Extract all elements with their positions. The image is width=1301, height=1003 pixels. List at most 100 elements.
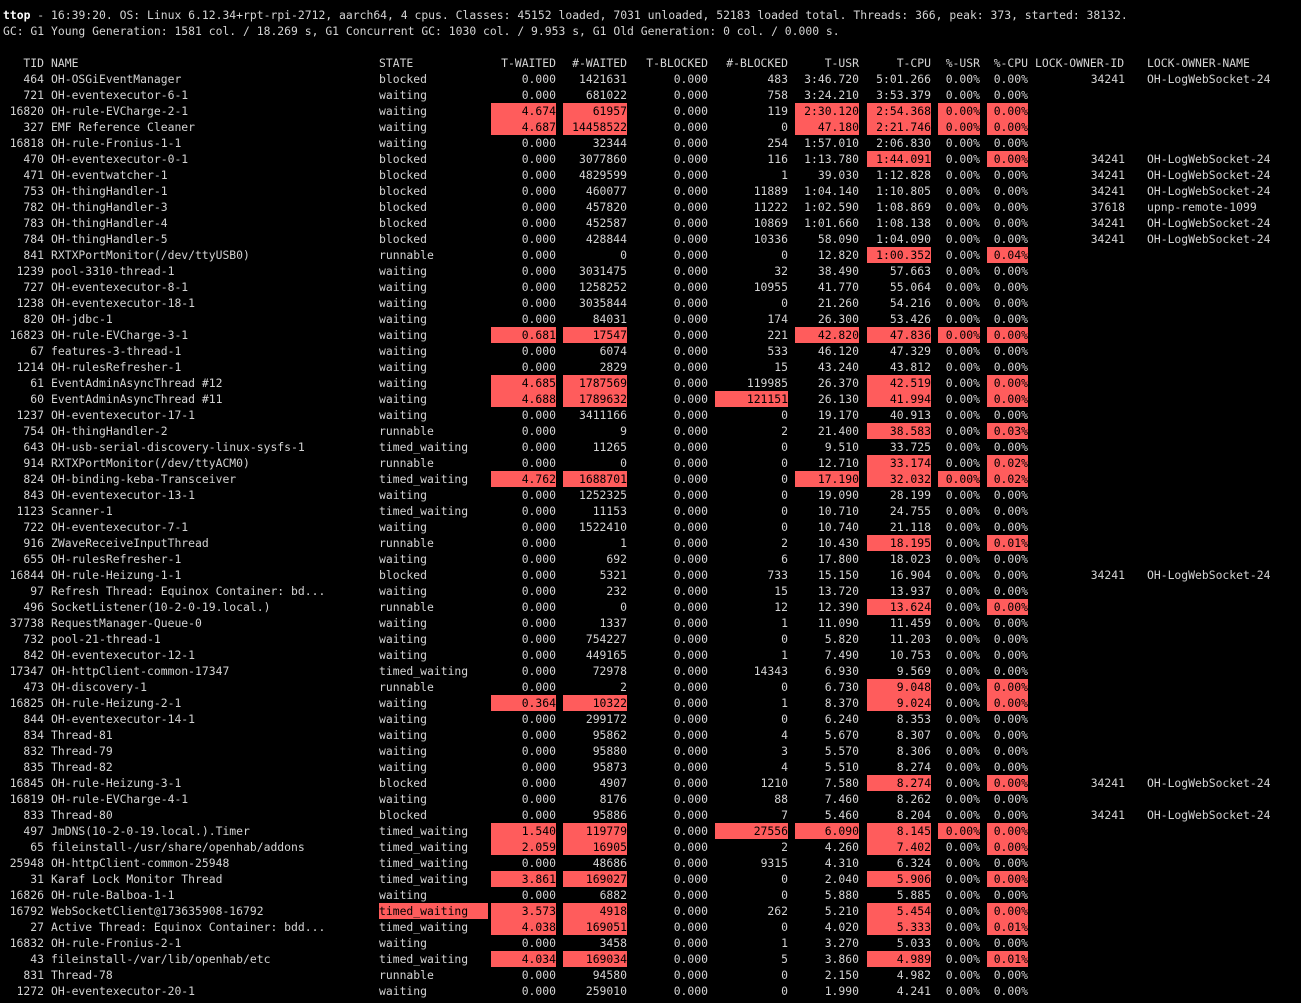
cell-tid: 843 bbox=[23, 488, 44, 502]
cell-t-blocked: 0.000 bbox=[673, 952, 708, 966]
cell-t-cpu: 42.519 bbox=[867, 375, 931, 391]
cell-lock-owner-name bbox=[1147, 503, 1297, 519]
cell-num-waited: 10322 bbox=[563, 695, 627, 711]
cell-num-waited: 754227 bbox=[585, 632, 627, 646]
cell-tid: 65 bbox=[30, 840, 44, 854]
cell-t-usr: 3:24.210 bbox=[804, 88, 859, 102]
table-row: 782 OH-thingHandler-3 blocked 0.000 457820 0.… bbox=[0, 199, 1301, 215]
cell-state: waiting bbox=[379, 520, 428, 534]
cell-lock-owner-id bbox=[1035, 503, 1125, 519]
cell-t-usr: 47.180 bbox=[795, 119, 859, 135]
cell-t-cpu: 11.459 bbox=[889, 616, 931, 630]
cell-name: OH-eventexecutor-17-1 bbox=[51, 408, 196, 422]
cell-lock-owner-id bbox=[1035, 871, 1125, 887]
cell-pct-usr: 0.00% bbox=[945, 600, 980, 614]
cell-state: waiting bbox=[379, 648, 428, 662]
cell-t-cpu: 1:10.805 bbox=[876, 184, 931, 198]
cell-pct-cpu: 0.00% bbox=[993, 712, 1028, 726]
cell-pct-usr: 0.00% bbox=[945, 488, 980, 502]
cell-pct-cpu: 0.00% bbox=[987, 871, 1028, 887]
cell-tid: 841 bbox=[23, 248, 44, 262]
cell-t-waited: 0.000 bbox=[521, 536, 556, 550]
table-row: 16820 OH-rule-EVCharge-2-1 waiting 4.674 619… bbox=[0, 103, 1301, 119]
cell-lock-owner-name bbox=[1147, 119, 1297, 135]
cell-pct-cpu: 0.00% bbox=[993, 760, 1028, 774]
cell-lock-owner-id bbox=[1035, 135, 1125, 151]
cell-pct-usr: 0.00% bbox=[945, 776, 980, 790]
cell-state: waiting bbox=[379, 984, 428, 998]
cell-pct-cpu: 0.00% bbox=[993, 88, 1028, 102]
cell-state: waiting bbox=[379, 312, 428, 326]
cell-t-cpu: 6.324 bbox=[896, 856, 931, 870]
cell-num-waited: 72978 bbox=[592, 664, 627, 678]
cell-name: OH-eventexecutor-14-1 bbox=[51, 712, 196, 726]
cell-tid: 732 bbox=[23, 632, 44, 646]
cell-t-cpu: 18.195 bbox=[867, 535, 931, 551]
cell-t-blocked: 0.000 bbox=[673, 184, 708, 198]
cell-lock-owner-name bbox=[1147, 727, 1297, 743]
cell-t-waited: 0.000 bbox=[521, 648, 556, 662]
cell-t-blocked: 0.000 bbox=[673, 696, 708, 710]
cell-t-cpu: 41.994 bbox=[867, 391, 931, 407]
cell-num-blocked: 12 bbox=[774, 600, 788, 614]
cell-lock-owner-name bbox=[1147, 919, 1297, 935]
cell-state: waiting bbox=[379, 488, 428, 502]
cell-t-usr: 6.090 bbox=[795, 823, 859, 839]
cell-t-cpu: 5.033 bbox=[896, 936, 931, 950]
cell-lock-owner-id bbox=[1035, 839, 1125, 855]
cell-t-usr: 19.090 bbox=[817, 488, 859, 502]
cell-pct-usr: 0.00% bbox=[945, 968, 980, 982]
cell-pct-cpu: 0.03% bbox=[987, 423, 1028, 439]
cell-t-cpu: 5:01.266 bbox=[876, 72, 931, 86]
cell-state: runnable bbox=[379, 456, 434, 470]
cell-num-waited: 6074 bbox=[599, 344, 627, 358]
cell-t-usr: 1:02.590 bbox=[804, 200, 859, 214]
cell-num-blocked: 0 bbox=[781, 680, 788, 694]
cell-lock-owner-name: OH-LogWebSocket-24 bbox=[1147, 216, 1271, 230]
cell-lock-owner-name bbox=[1147, 343, 1297, 359]
cell-t-blocked: 0.000 bbox=[673, 408, 708, 422]
cell-tid: 1214 bbox=[16, 360, 44, 374]
table-row: 753 OH-thingHandler-1 blocked 0.000 460077 0.… bbox=[0, 183, 1301, 199]
cell-tid: 783 bbox=[23, 216, 44, 230]
cell-state: waiting bbox=[379, 632, 428, 646]
cell-num-blocked: 0 bbox=[781, 488, 788, 502]
cell-lock-owner-id bbox=[1035, 391, 1125, 407]
cell-name: RXTXPortMonitor(/dev/ttyUSB0) bbox=[51, 248, 250, 262]
cell-num-waited: 9 bbox=[620, 424, 627, 438]
cell-lock-owner-id bbox=[1035, 343, 1125, 359]
cell-t-blocked: 0.000 bbox=[673, 792, 708, 806]
cell-pct-cpu: 0.00% bbox=[987, 327, 1028, 343]
cell-t-waited: 0.000 bbox=[521, 712, 556, 726]
cell-name: OH-eventexecutor-20-1 bbox=[51, 984, 196, 998]
cell-t-usr: 9.510 bbox=[824, 440, 859, 454]
cell-lock-owner-name bbox=[1147, 295, 1297, 311]
cell-pct-usr: 0.00% bbox=[945, 728, 980, 742]
cell-lock-owner-name bbox=[1147, 263, 1297, 279]
cell-t-blocked: 0.000 bbox=[673, 424, 708, 438]
cell-lock-owner-id bbox=[1035, 551, 1125, 567]
cell-num-waited: 61957 bbox=[563, 103, 627, 119]
cell-t-blocked: 0.000 bbox=[673, 552, 708, 566]
cell-num-blocked: 262 bbox=[767, 904, 788, 918]
cell-t-usr: 12.820 bbox=[817, 248, 859, 262]
cell-t-blocked: 0.000 bbox=[673, 456, 708, 470]
cell-state: runnable bbox=[379, 600, 434, 614]
table-row: 1214 OH-rulesRefresher-1 waiting 0.000 2829 0… bbox=[0, 359, 1301, 375]
cell-state: blocked bbox=[379, 808, 428, 822]
cell-lock-owner-name bbox=[1147, 455, 1297, 471]
cell-pct-cpu: 0.00% bbox=[993, 632, 1028, 646]
cell-tid: 16826 bbox=[9, 888, 44, 902]
cell-tid: 643 bbox=[23, 440, 44, 454]
cell-t-waited: 4.038 bbox=[491, 919, 556, 935]
cell-t-usr: 15.150 bbox=[817, 568, 859, 582]
cell-name: OH-usb-serial-discovery-linux-sysfs-1 bbox=[51, 440, 305, 454]
cell-pct-usr: 0.00% bbox=[945, 184, 980, 198]
cell-name: OH-eventexecutor-18-1 bbox=[51, 296, 196, 310]
cell-t-usr: 26.300 bbox=[817, 312, 859, 326]
cell-num-waited: 1337 bbox=[599, 616, 627, 630]
table-row: 97 Refresh Thread: Equinox Container: bd.… bbox=[0, 583, 1301, 599]
cell-name: OH-thingHandler-1 bbox=[51, 184, 168, 198]
cell-lock-owner-id: 34241 bbox=[1090, 184, 1125, 198]
column-header-row: TID NAME STATE T-WAITED #-WAITED T-BLOCKED #-B… bbox=[0, 55, 1301, 71]
